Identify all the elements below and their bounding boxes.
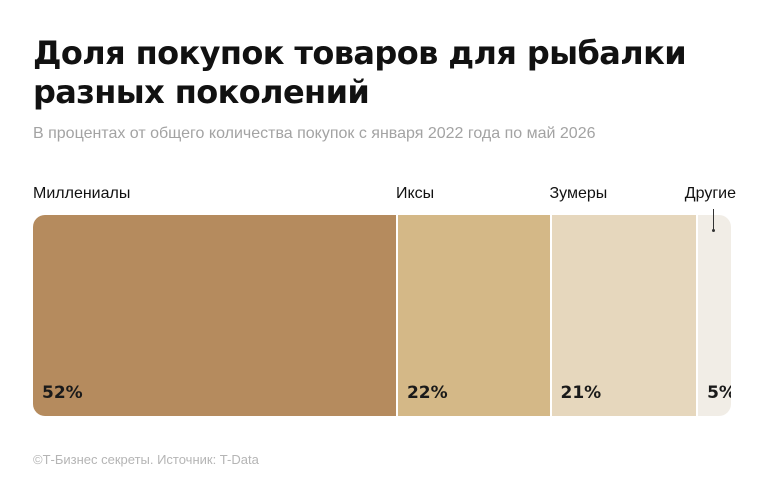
segment-4-value-label: 5% — [707, 383, 731, 403]
segment-3: 21% — [549, 215, 697, 416]
source-footer: ©Т-Бизнес секреты. Источник: T-Data — [33, 452, 259, 467]
stacked-bar-chart: 52% 22% 21% 5% — [33, 215, 731, 416]
segment-1: 52% — [33, 215, 396, 416]
segment-4-category-label: Другие — [684, 185, 736, 202]
segment-3-value-label: 21% — [560, 383, 602, 403]
segment-1-category-label: Миллениалы — [33, 185, 131, 202]
segment-2-category-label: Иксы — [395, 185, 435, 202]
segment-2-value-label: 22% — [406, 383, 448, 403]
others-leader-line — [712, 209, 715, 232]
segment-4: 5% — [696, 215, 731, 416]
chart-subtitle: В процентах от общего количества покупок… — [33, 125, 596, 142]
segment-2: 22% — [395, 215, 550, 416]
segment-3-category-label: Зумеры — [549, 185, 608, 202]
segment-1-value-label: 52% — [42, 383, 83, 403]
chart-title: Доля покупок товаров для рыбалки разных … — [33, 34, 687, 111]
